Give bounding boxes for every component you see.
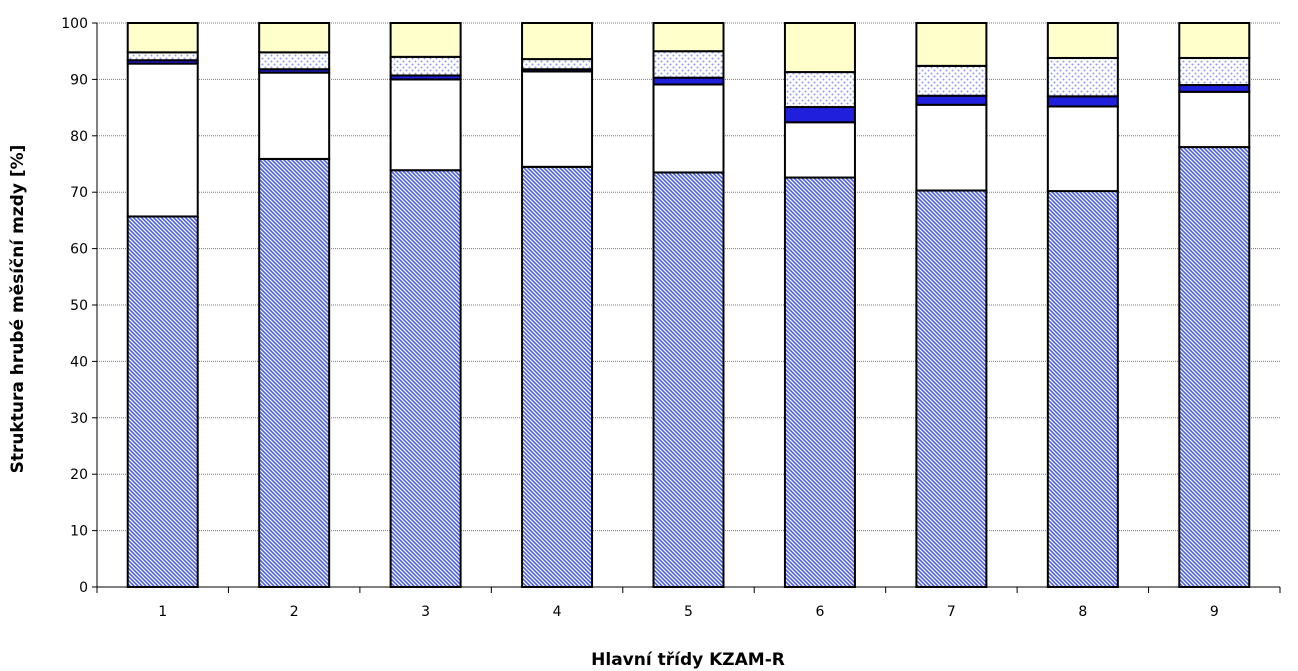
bar-segment-4-cat-2 xyxy=(258,51,331,71)
bar-segment-2-cat-1 xyxy=(126,62,199,218)
bar-segment-1-cat-8 xyxy=(1046,190,1119,589)
bar-segment-2-cat-2 xyxy=(258,71,331,160)
bar-segment-2-cat-9 xyxy=(1178,90,1251,149)
y-tick-label: 0 xyxy=(79,580,88,596)
x-tick-label: 3 xyxy=(421,604,430,620)
bar-segment-5-cat-1 xyxy=(126,22,199,54)
tick-labels: 0 10 20 30 40 50 60 70 80 90 100 1 2 3 4 5 6 7 8 9 xyxy=(61,16,1218,620)
y-tick-label: 30 xyxy=(70,411,88,427)
x-axis-title: Hlavní třídy KZAM-R xyxy=(591,650,785,670)
bar-segment-3-cat-9 xyxy=(1178,84,1251,93)
x-tick-label: 9 xyxy=(1210,604,1219,620)
bar-segment-2-cat-4 xyxy=(521,70,594,168)
y-tick-label: 60 xyxy=(70,242,88,258)
bar-segment-5-cat-9 xyxy=(1178,22,1251,59)
bar-segment-2-cat-5 xyxy=(652,83,725,174)
bar-segment-1-cat-7 xyxy=(915,189,988,588)
bar-segment-4-cat-9 xyxy=(1178,56,1251,87)
bar-segment-2-cat-3 xyxy=(389,78,462,172)
bar-segment-4-cat-1 xyxy=(126,51,199,62)
bar-segment-1-cat-6 xyxy=(783,176,856,588)
bar-segment-1-cat-3 xyxy=(389,169,462,588)
bar-segment-1-cat-2 xyxy=(258,157,331,588)
x-tick-label: 4 xyxy=(553,604,562,620)
bar-segment-4-cat-4 xyxy=(521,58,594,71)
y-tick-label: 100 xyxy=(61,16,88,32)
bar-segment-4-cat-5 xyxy=(652,50,725,79)
bar-segment-5-cat-5 xyxy=(652,22,725,53)
bar-segment-5-cat-2 xyxy=(258,22,331,54)
bar-segment-3-cat-7 xyxy=(915,94,988,106)
y-tick-label: 40 xyxy=(70,354,88,370)
bar-segment-5-cat-7 xyxy=(915,22,988,67)
bar-segment-4-cat-3 xyxy=(389,55,462,77)
bar-segment-4-cat-8 xyxy=(1046,56,1119,98)
bar-segment-5-cat-6 xyxy=(783,22,856,74)
x-tick-label: 6 xyxy=(815,604,824,620)
bar-segment-5-cat-8 xyxy=(1046,22,1119,59)
x-tick-label: 5 xyxy=(684,604,693,620)
bar-segment-1-cat-5 xyxy=(652,171,725,589)
bar-segment-1-cat-4 xyxy=(521,165,594,588)
x-tick-label: 2 xyxy=(290,604,299,620)
bar-segment-4-cat-6 xyxy=(783,71,856,109)
bars xyxy=(126,22,1251,589)
y-tick-label: 90 xyxy=(70,72,88,88)
bar-segment-1-cat-1 xyxy=(126,215,199,588)
bar-segment-3-cat-6 xyxy=(783,106,856,124)
x-tick-label: 7 xyxy=(947,604,956,620)
y-tick-label: 10 xyxy=(70,524,88,540)
bar-segment-5-cat-3 xyxy=(389,22,462,58)
bar-segment-3-cat-5 xyxy=(652,76,725,86)
y-tick-label: 20 xyxy=(70,467,88,483)
y-tick-label: 80 xyxy=(70,129,88,145)
axes xyxy=(92,22,1281,593)
bar-segment-1-cat-9 xyxy=(1178,146,1251,589)
bar-segment-3-cat-8 xyxy=(1046,95,1119,108)
y-tick-label: 50 xyxy=(70,298,88,314)
bar-segment-4-cat-7 xyxy=(915,64,988,97)
bar-segment-2-cat-7 xyxy=(915,103,988,192)
y-tick-label: 70 xyxy=(70,185,88,201)
x-tick-label: 8 xyxy=(1078,604,1087,620)
bar-segment-5-cat-4 xyxy=(521,22,594,61)
y-axis-title: Struktura hrubé měsíční mzdy [%] xyxy=(8,145,28,474)
x-tick-label: 1 xyxy=(158,604,167,620)
bar-segment-2-cat-8 xyxy=(1046,105,1119,193)
bar-segment-2-cat-6 xyxy=(783,121,856,179)
